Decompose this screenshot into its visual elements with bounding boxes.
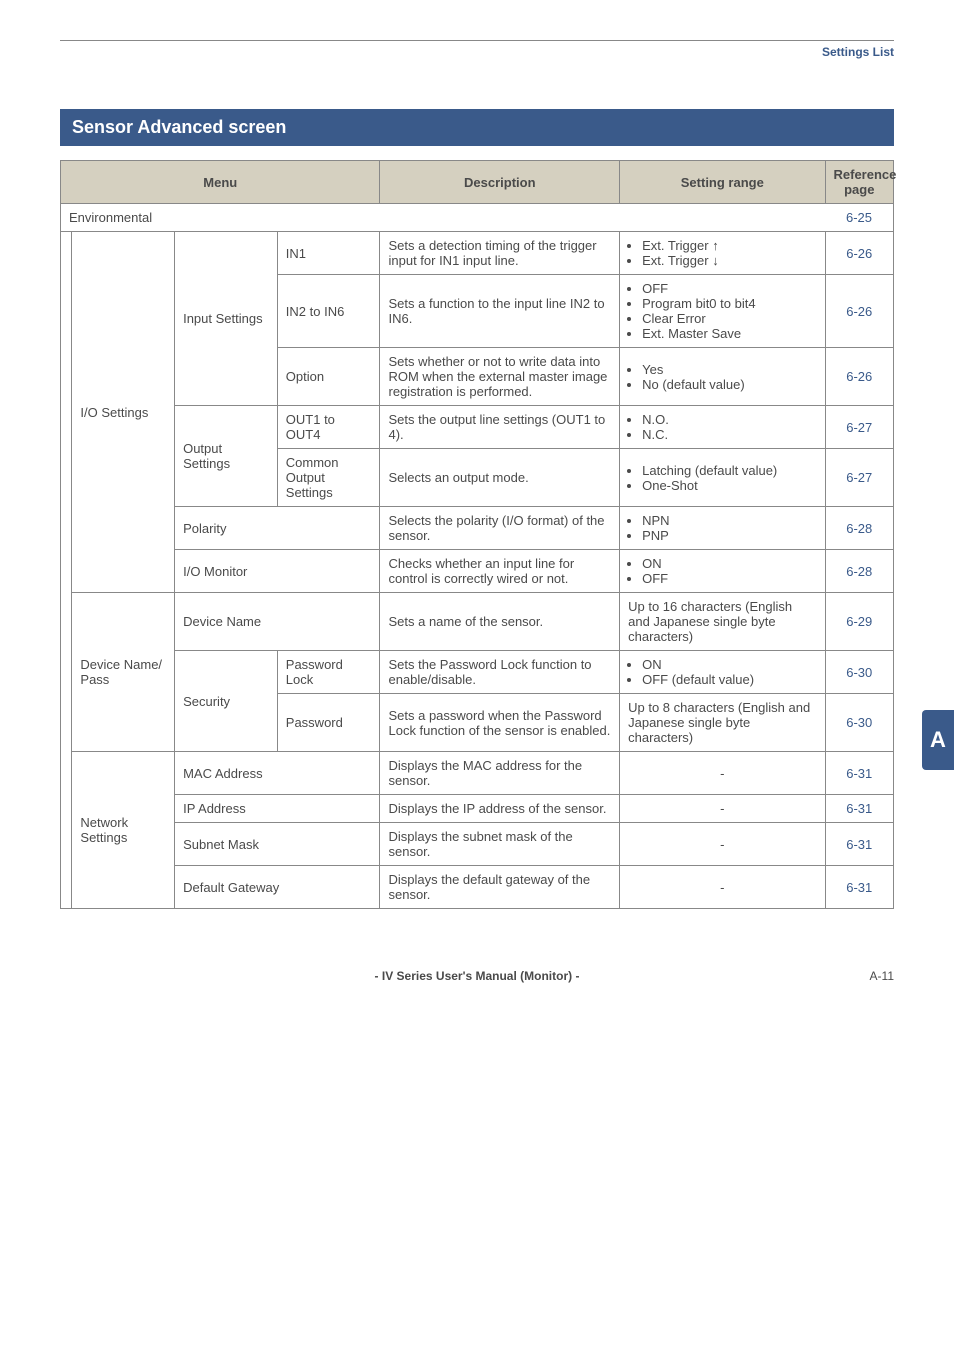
menu-ip: IP Address (175, 795, 380, 823)
menu-security: Security (175, 651, 278, 752)
th-description: Description (380, 161, 620, 204)
desc-pwlock: Sets the Password Lock function to enabl… (380, 651, 620, 694)
range-item: Latching (default value) (642, 463, 816, 478)
range-item: NPN (642, 513, 816, 528)
ref-pwlock[interactable]: 6-30 (825, 651, 894, 694)
menu-common-output: Common Output Settings (277, 449, 380, 507)
menu-subnet: Subnet Mask (175, 823, 380, 866)
menu-io-settings: I/O Settings (72, 232, 175, 593)
range-password: Up to 8 characters (English and Japanese… (620, 694, 825, 752)
range-polarity: NPN PNP (620, 507, 825, 550)
menu-device-name: Device Name (175, 593, 380, 651)
ref-environmental[interactable]: 6-25 (825, 204, 894, 232)
footer-pageno: A-11 (870, 969, 894, 983)
th-range: Setting range (620, 161, 825, 204)
range-item: Clear Error (642, 311, 816, 326)
desc-ip: Displays the IP address of the sensor. (380, 795, 620, 823)
desc-out1to4: Sets the output line settings (OUT1 to 4… (380, 406, 620, 449)
menu-option: Option (277, 348, 380, 406)
desc-polarity: Selects the polarity (I/O format) of the… (380, 507, 620, 550)
menu-in1: IN1 (277, 232, 380, 275)
range-gateway: - (620, 866, 825, 909)
desc-device-name: Sets a name of the sensor. (380, 593, 620, 651)
range-item: OFF (642, 281, 816, 296)
menu-pwlock: Password Lock (277, 651, 380, 694)
ref-device-name[interactable]: 6-29 (825, 593, 894, 651)
ref-ip[interactable]: 6-31 (825, 795, 894, 823)
ref-common-output[interactable]: 6-27 (825, 449, 894, 507)
range-item: N.O. (642, 412, 816, 427)
ref-in2to6[interactable]: 6-26 (825, 275, 894, 348)
ref-gateway[interactable]: 6-31 (825, 866, 894, 909)
range-in2to6: OFF Program bit0 to bit4 Clear Error Ext… (620, 275, 825, 348)
desc-in2to6: Sets a function to the input line IN2 to… (380, 275, 620, 348)
settings-table: Menu Description Setting range Reference… (60, 160, 894, 909)
range-common-output: Latching (default value) One-Shot (620, 449, 825, 507)
range-item: Program bit0 to bit4 (642, 296, 816, 311)
desc-subnet: Displays the subnet mask of the sensor. (380, 823, 620, 866)
range-pwlock: ON OFF (default value) (620, 651, 825, 694)
th-menu: Menu (61, 161, 380, 204)
menu-in2to6: IN2 to IN6 (277, 275, 380, 348)
menu-output-settings: Output Settings (175, 406, 278, 507)
header-link[interactable]: Settings List (60, 45, 894, 59)
ref-password[interactable]: 6-30 (825, 694, 894, 752)
range-item: ON (642, 556, 816, 571)
range-device-name: Up to 16 characters (English and Japanes… (620, 593, 825, 651)
menu-out1to4: OUT1 to OUT4 (277, 406, 380, 449)
range-item: Ext. Trigger ↓ (642, 253, 816, 268)
desc-common-output: Selects an output mode. (380, 449, 620, 507)
ref-in1[interactable]: 6-26 (825, 232, 894, 275)
range-item: One-Shot (642, 478, 816, 493)
ref-io-monitor[interactable]: 6-28 (825, 550, 894, 593)
range-io-monitor: ON OFF (620, 550, 825, 593)
menu-mac: MAC Address (175, 752, 380, 795)
menu-io-monitor: I/O Monitor (175, 550, 380, 593)
desc-option: Sets whether or not to write data into R… (380, 348, 620, 406)
range-item: Yes (642, 362, 816, 377)
ref-option[interactable]: 6-26 (825, 348, 894, 406)
ref-subnet[interactable]: 6-31 (825, 823, 894, 866)
ref-mac[interactable]: 6-31 (825, 752, 894, 795)
range-option: Yes No (default value) (620, 348, 825, 406)
range-item: ON (642, 657, 816, 672)
menu-input-settings: Input Settings (175, 232, 278, 406)
desc-password: Sets a password when the Password Lock f… (380, 694, 620, 752)
range-item: OFF (642, 571, 816, 586)
range-ip: - (620, 795, 825, 823)
ref-out1to4[interactable]: 6-27 (825, 406, 894, 449)
category-environmental: Environmental (61, 204, 826, 232)
section-title: Sensor Advanced screen (60, 109, 894, 146)
menu-device: Device Name/ Pass (72, 593, 175, 752)
menu-network: Network Settings (72, 752, 175, 909)
menu-password: Password (277, 694, 380, 752)
desc-mac: Displays the MAC address for the sensor. (380, 752, 620, 795)
desc-in1: Sets a detection timing of the trigger i… (380, 232, 620, 275)
range-item: PNP (642, 528, 816, 543)
range-item: N.C. (642, 427, 816, 442)
range-in1: Ext. Trigger ↑ Ext. Trigger ↓ (620, 232, 825, 275)
range-item: No (default value) (642, 377, 816, 392)
range-item: Ext. Trigger ↑ (642, 238, 816, 253)
menu-polarity: Polarity (175, 507, 380, 550)
desc-gateway: Displays the default gateway of the sens… (380, 866, 620, 909)
side-tab[interactable]: A (922, 710, 954, 770)
range-item: OFF (default value) (642, 672, 816, 687)
menu-gateway: Default Gateway (175, 866, 380, 909)
desc-io-monitor: Checks whether an input line for control… (380, 550, 620, 593)
range-item: Ext. Master Save (642, 326, 816, 341)
range-out1to4: N.O. N.C. (620, 406, 825, 449)
footer-title: - IV Series User's Manual (Monitor) - (375, 969, 580, 983)
range-subnet: - (620, 823, 825, 866)
th-ref: Reference page (825, 161, 894, 204)
ref-polarity[interactable]: 6-28 (825, 507, 894, 550)
range-mac: - (620, 752, 825, 795)
